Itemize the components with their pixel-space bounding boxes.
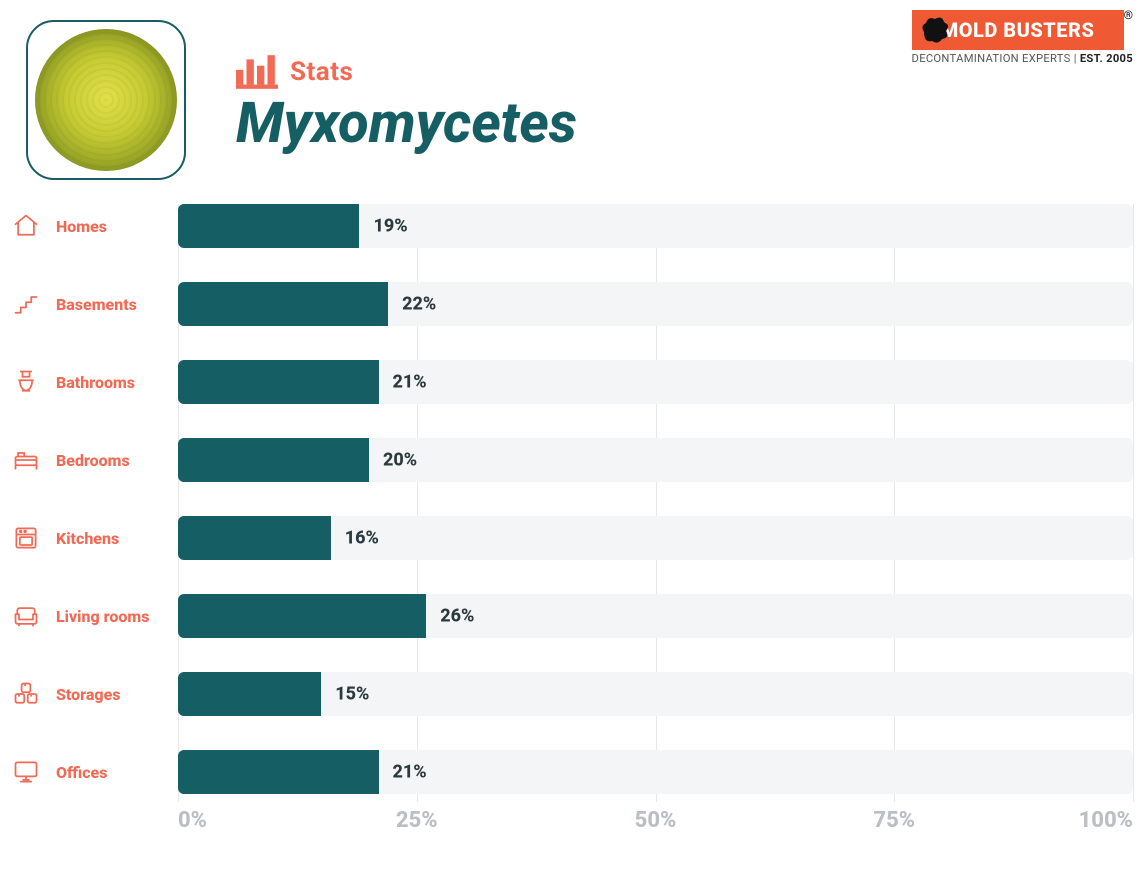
specimen-image <box>35 29 177 171</box>
bar-fill <box>178 360 379 404</box>
oven-icon <box>10 524 42 552</box>
brand-logo: MOLD BUSTERS ® DECONTAMINATION EXPERTS |… <box>912 10 1133 65</box>
stats-label: Stats <box>290 57 353 87</box>
bar-fill <box>178 204 359 248</box>
category-row: Bedrooms <box>0 438 178 482</box>
stats-line: Stats <box>236 54 577 90</box>
bar-track <box>178 516 1133 560</box>
category-row: Kitchens <box>0 516 178 560</box>
toilet-icon <box>10 368 42 396</box>
bar-value-label: 21% <box>393 372 427 393</box>
x-axis: 0% 25% 50% 75% 100% <box>178 802 1133 852</box>
bar-fill <box>178 594 426 638</box>
sofa-icon <box>10 602 42 630</box>
chart-area: Homes Basements Bathrooms Bedrooms Kitchens L… <box>0 204 1133 852</box>
home-icon <box>10 212 42 240</box>
x-axis-tick-label: 50% <box>635 808 677 833</box>
bar-row: 16% <box>178 516 1133 560</box>
page-title: Myxomycetes <box>236 94 577 153</box>
category-name: Living rooms <box>56 607 149 626</box>
bar-row: 15% <box>178 672 1133 716</box>
category-row: Bathrooms <box>0 360 178 404</box>
x-axis-tick-label: 75% <box>873 808 915 833</box>
bar-track <box>178 282 1133 326</box>
bar-track <box>178 438 1133 482</box>
bar-track <box>178 750 1133 794</box>
category-name: Homes <box>56 217 107 236</box>
x-axis-tick-label: 25% <box>396 808 438 833</box>
category-row: Homes <box>0 204 178 248</box>
brand-subline-right: EST. 2005 <box>1080 52 1133 65</box>
brand-badge: MOLD BUSTERS ® <box>912 10 1124 50</box>
bar-row: 21% <box>178 360 1133 404</box>
bar-track <box>178 360 1133 404</box>
category-name: Bathrooms <box>56 373 135 392</box>
bar-value-label: 15% <box>335 684 369 705</box>
gridline <box>1133 204 1134 802</box>
bar-row: 19% <box>178 204 1133 248</box>
category-row: Living rooms <box>0 594 178 638</box>
bar-value-label: 21% <box>393 762 427 783</box>
category-name: Bedrooms <box>56 451 130 470</box>
category-labels-column: Homes Basements Bathrooms Bedrooms Kitchens L… <box>0 204 178 802</box>
bar-row: 22% <box>178 282 1133 326</box>
bar-fill <box>178 438 369 482</box>
category-row: Offices <box>0 750 178 794</box>
bar-value-label: 22% <box>402 294 436 315</box>
brand-subline-left: DECONTAMINATION EXPERTS <box>912 52 1071 65</box>
bar-chart-icon <box>236 54 278 90</box>
bar-row: 21% <box>178 750 1133 794</box>
x-axis-tick-label: 0% <box>178 808 207 833</box>
chart-plot: 19% 22% 21% 20% 16% 26% 15% 21% <box>178 204 1133 802</box>
title-block: Stats Myxomycetes <box>236 20 577 153</box>
mold-blob-icon <box>920 16 950 44</box>
specimen-image-frame <box>26 20 186 180</box>
bar-value-label: 19% <box>373 216 407 237</box>
bar-fill <box>178 750 379 794</box>
category-row: Storages <box>0 672 178 716</box>
bar-track <box>178 672 1133 716</box>
infographic-container: Stats Myxomycetes MOLD BUSTERS ® DECONTA… <box>0 0 1145 876</box>
stairs-icon <box>10 290 42 318</box>
bar-value-label: 26% <box>440 606 474 627</box>
bar-value-label: 20% <box>383 450 417 471</box>
brand-name: MOLD BUSTERS <box>941 18 1095 42</box>
category-name: Kitchens <box>56 529 119 548</box>
monitor-icon <box>10 758 42 786</box>
bar-fill <box>178 672 321 716</box>
category-row: Basements <box>0 282 178 326</box>
bed-icon <box>10 446 42 474</box>
bar-fill <box>178 516 331 560</box>
bar-track <box>178 594 1133 638</box>
registered-mark: ® <box>1124 8 1134 22</box>
x-axis-tick-label: 100% <box>1079 808 1133 833</box>
boxes-icon <box>10 680 42 708</box>
bar-track <box>178 204 1133 248</box>
bar-row: 20% <box>178 438 1133 482</box>
bar-value-label: 16% <box>345 528 379 549</box>
bar-fill <box>178 282 388 326</box>
category-name: Offices <box>56 763 107 782</box>
category-name: Basements <box>56 295 137 314</box>
bar-row: 26% <box>178 594 1133 638</box>
category-name: Storages <box>56 685 121 704</box>
brand-subline: DECONTAMINATION EXPERTS | EST. 2005 <box>912 52 1133 65</box>
